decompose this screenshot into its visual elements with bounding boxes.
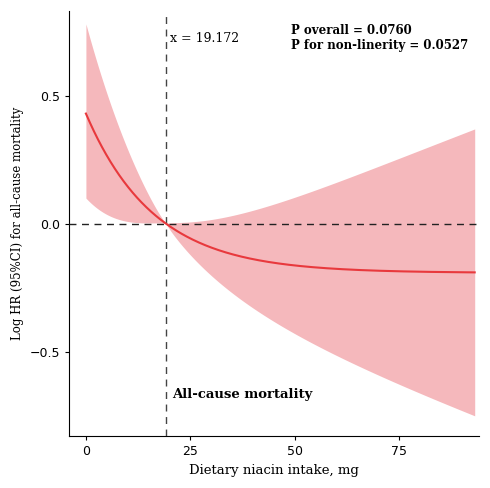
- X-axis label: Dietary niacin intake, mg: Dietary niacin intake, mg: [189, 464, 359, 477]
- Text: x = 19.172: x = 19.172: [170, 32, 240, 44]
- Y-axis label: Log HR (95%CI) for all-cause mortality: Log HR (95%CI) for all-cause mortality: [11, 107, 24, 340]
- Text: All-cause mortality: All-cause mortality: [172, 387, 313, 401]
- Text: P overall = 0.0760
P for non-linerity = 0.0527: P overall = 0.0760 P for non-linerity = …: [292, 24, 468, 52]
